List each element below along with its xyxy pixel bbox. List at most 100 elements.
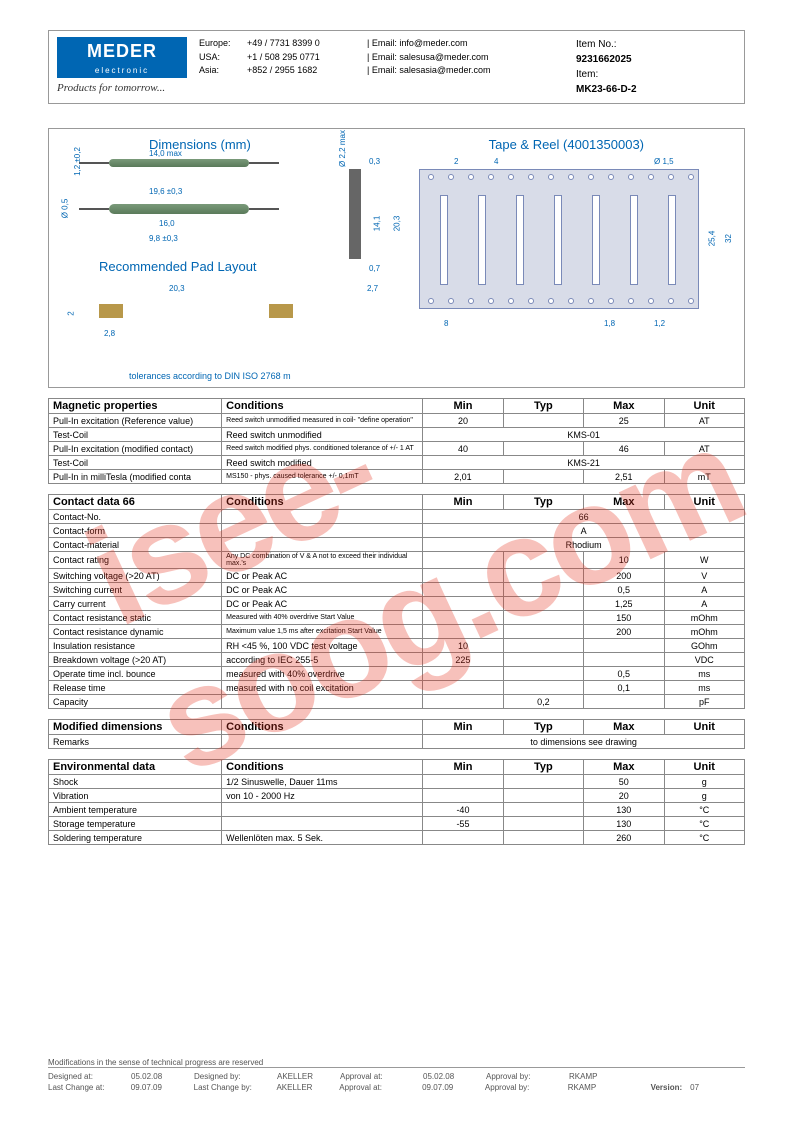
- col-header: Unit: [664, 720, 745, 735]
- unit-cell: mOhm: [664, 625, 745, 639]
- min-cell: 2,01: [423, 470, 503, 484]
- dim-label: 0,3: [369, 157, 380, 166]
- cond-cell: 1/2 Sinuswelle, Dauer 11ms: [222, 775, 423, 789]
- table-row: Contact-formA: [49, 524, 745, 538]
- cond-cell: measured with no coil excitation: [222, 681, 423, 695]
- header-box: MEDER electronic Products for tomorrow..…: [48, 30, 745, 104]
- max-cell: 10: [584, 552, 664, 569]
- min-cell: [423, 831, 503, 845]
- unit-cell: ms: [664, 681, 745, 695]
- typ-cell: [503, 552, 583, 569]
- col-header: Max: [584, 720, 664, 735]
- span-cell: to dimensions see drawing: [423, 735, 745, 749]
- dim-label: 14,0 max: [149, 149, 182, 158]
- typ-cell: [503, 611, 583, 625]
- dim-label: 2,7: [367, 284, 378, 293]
- prop-cell: Test-Coil: [49, 456, 222, 470]
- prop-cell: Ambient temperature: [49, 803, 222, 817]
- min-cell: [423, 569, 503, 583]
- typ-cell: [503, 625, 583, 639]
- version-label: Version:: [651, 1083, 683, 1092]
- cond-cell: Maximum value 1,5 ms after excitation St…: [222, 625, 423, 639]
- dim-label: 20,3: [392, 216, 401, 232]
- dim-label: 1,8: [604, 319, 615, 328]
- cond-cell: Reed switch unmodified measured in coil-…: [222, 414, 423, 428]
- min-cell: [423, 611, 503, 625]
- contact-row: USA:+1 / 508 295 0771| Email: salesusa@m…: [199, 51, 564, 65]
- side-profile: [349, 169, 361, 259]
- span-cell: 66: [423, 510, 745, 524]
- unit-cell: A: [664, 583, 745, 597]
- table-row: Ambient temperature-40130°C: [49, 803, 745, 817]
- logo-column: MEDER electronic Products for tomorrow..…: [57, 37, 187, 97]
- footer-value: AKELLER: [276, 1083, 331, 1092]
- max-cell: 2,51: [584, 470, 664, 484]
- cond-cell: DC or Peak AC: [222, 597, 423, 611]
- unit-cell: W: [664, 552, 745, 569]
- max-cell: 260: [584, 831, 664, 845]
- max-cell: 46: [584, 442, 664, 456]
- prop-cell: Switching current: [49, 583, 222, 597]
- unit-cell: AT: [664, 442, 745, 456]
- table-row: Pull-In in milliTesla (modified contaMS1…: [49, 470, 745, 484]
- max-cell: [584, 639, 664, 653]
- max-cell: 130: [584, 817, 664, 831]
- cond-cell: [222, 735, 423, 749]
- min-cell: -55: [423, 817, 503, 831]
- unit-cell: g: [664, 775, 745, 789]
- span-cell: KMS-01: [423, 428, 745, 442]
- tape-reel: [419, 169, 699, 309]
- cond-cell: von 10 - 2000 Hz: [222, 789, 423, 803]
- diagram-box: Dimensions (mm) Tape & Reel (4001350003)…: [48, 128, 745, 388]
- unit-cell: °C: [664, 831, 745, 845]
- dim-label: 2: [67, 311, 76, 315]
- typ-cell: [503, 639, 583, 653]
- min-cell: [423, 681, 503, 695]
- prop-cell: Contact resistance static: [49, 611, 222, 625]
- footer-label: Approval by:: [486, 1072, 561, 1081]
- table-title: Contact data 66: [49, 495, 222, 510]
- table-row: Storage temperature-55130°C: [49, 817, 745, 831]
- table-title: Magnetic properties: [49, 399, 222, 414]
- table-row: Switching currentDC or Peak AC0,5A: [49, 583, 745, 597]
- typ-cell: [503, 775, 583, 789]
- min-cell: [423, 625, 503, 639]
- dim-label: 0,7: [369, 264, 380, 273]
- min-cell: -40: [423, 803, 503, 817]
- item-no-label: Item No.:: [576, 37, 736, 52]
- typ-cell: [503, 597, 583, 611]
- typ-cell: [503, 470, 583, 484]
- max-cell: 0,5: [584, 583, 664, 597]
- table-row: Capacity0,2pF: [49, 695, 745, 709]
- typ-cell: [503, 831, 583, 845]
- max-cell: 50: [584, 775, 664, 789]
- col-header: Min: [423, 495, 503, 510]
- dim-label: 4: [494, 157, 498, 166]
- prop-cell: Carry current: [49, 597, 222, 611]
- dim-label: Ø 0,5: [60, 199, 69, 219]
- footer-label: Approval by:: [485, 1083, 560, 1092]
- typ-cell: [503, 653, 583, 667]
- min-cell: 10: [423, 639, 503, 653]
- cond-cell: Wellenlöten max. 5 Sek.: [222, 831, 423, 845]
- unit-cell: A: [664, 597, 745, 611]
- data-table: Modified dimensionsConditionsMinTypMaxUn…: [48, 719, 745, 749]
- max-cell: 20: [584, 789, 664, 803]
- unit-cell: ms: [664, 667, 745, 681]
- item-no: 9231662025: [576, 52, 736, 67]
- table-row: Remarksto dimensions see drawing: [49, 735, 745, 749]
- logo: MEDER: [57, 37, 187, 66]
- version: 07: [690, 1083, 745, 1092]
- unit-cell: °C: [664, 817, 745, 831]
- typ-cell: [503, 414, 583, 428]
- cond-cell: [222, 510, 423, 524]
- prop-cell: Soldering temperature: [49, 831, 222, 845]
- table-row: Pull-In excitation (modified contact)Ree…: [49, 442, 745, 456]
- footer-value: 05.02.08: [131, 1072, 186, 1081]
- col-header: Unit: [664, 760, 745, 775]
- prop-cell: Breakdown voltage (>20 AT): [49, 653, 222, 667]
- unit-cell: GOhm: [664, 639, 745, 653]
- col-header: Min: [423, 399, 503, 414]
- footer-value: RKAMP: [568, 1083, 623, 1092]
- table-row: Pull-In excitation (Reference value)Reed…: [49, 414, 745, 428]
